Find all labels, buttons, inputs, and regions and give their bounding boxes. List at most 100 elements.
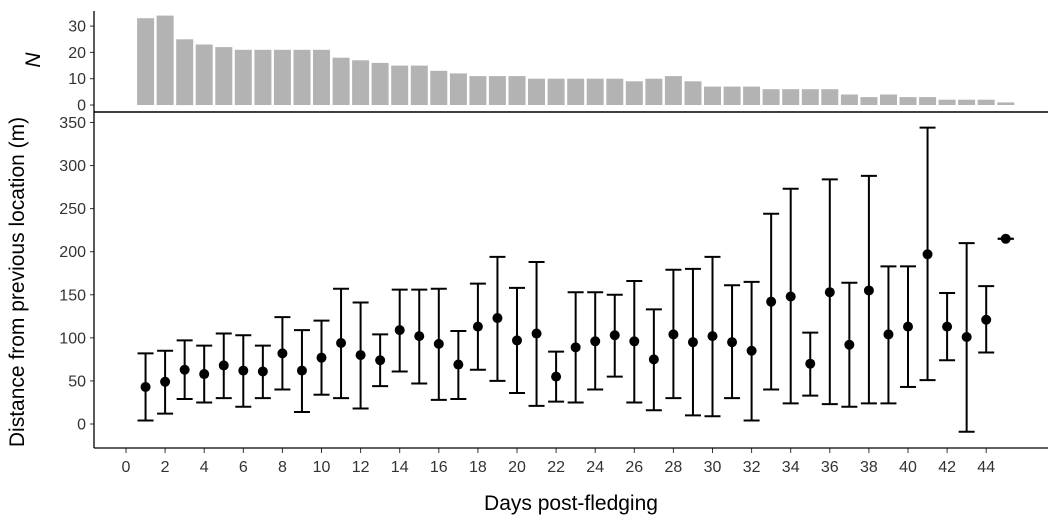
point-day-29 [687, 337, 698, 348]
top-y-axis-title: N [22, 52, 45, 68]
point-day-28 [668, 329, 679, 340]
point-day-43 [961, 331, 972, 342]
point-day-31 [727, 337, 738, 348]
point-day-8 [277, 348, 288, 359]
point-day-34 [785, 291, 796, 302]
bar-day-2 [156, 15, 174, 106]
main-x-tick-label: 6 [239, 459, 248, 476]
main-x-tick-label: 34 [782, 459, 800, 476]
bar-day-3 [176, 39, 194, 106]
top-y-tick-label: 10 [68, 71, 86, 88]
point-day-6 [238, 365, 249, 376]
main-y-tick-label: 200 [59, 244, 86, 261]
point-day-4 [199, 369, 210, 380]
bar-day-25 [606, 78, 624, 105]
bar-day-7 [254, 49, 272, 105]
bar-day-28 [664, 76, 682, 105]
bar-day-6 [234, 49, 252, 105]
bar-day-20 [508, 76, 526, 105]
bar-day-38 [860, 97, 878, 105]
bar-day-33 [762, 89, 780, 105]
point-day-32 [746, 345, 757, 356]
bar-day-32 [743, 86, 761, 105]
main-x-tick-label: 22 [547, 459, 565, 476]
bar-day-15 [410, 65, 428, 105]
main-x-tick-label: 36 [821, 459, 839, 476]
main-y-tick-label: 0 [77, 417, 86, 434]
bar-day-17 [449, 73, 467, 105]
top-y-tick-label: 20 [68, 45, 86, 62]
point-day-12 [355, 350, 366, 361]
bar-day-22 [547, 78, 565, 105]
top-y-ticks: 0 10 20 30 [68, 19, 94, 115]
point-day-10 [316, 352, 327, 363]
main-x-tick-label: 2 [161, 459, 170, 476]
bar-day-4 [195, 44, 213, 105]
point-day-26 [629, 336, 640, 347]
point-day-33 [766, 296, 777, 307]
top-y-tick-label: 30 [68, 19, 86, 36]
bar-day-41 [919, 97, 937, 105]
point-day-1 [140, 381, 151, 392]
bar-day-24 [586, 78, 604, 105]
main-y-ticks: 0 50 100 150 200 250 300 350 [59, 115, 94, 434]
bar-day-5 [215, 47, 233, 105]
bar-day-1 [137, 18, 155, 106]
bar-day-8 [273, 49, 291, 105]
point-day-15 [414, 331, 425, 342]
main-x-tick-label: 24 [586, 459, 604, 476]
bar-day-39 [880, 94, 897, 105]
main-y-tick-label: 250 [59, 201, 86, 218]
point-day-17 [453, 359, 464, 370]
main-x-tick-label: 12 [352, 459, 370, 476]
main-x-tick-label: 0 [122, 459, 131, 476]
mean-points [140, 233, 1011, 392]
point-day-27 [648, 354, 659, 365]
bar-day-9 [293, 49, 311, 105]
point-day-38 [863, 285, 874, 296]
point-day-41 [922, 249, 933, 260]
main-x-axis-title: Days post-fledging [484, 492, 658, 515]
main-y-tick-label: 300 [59, 158, 86, 175]
top-bars [137, 15, 1015, 106]
main-x-tick-label: 4 [200, 459, 209, 476]
bar-day-16 [430, 70, 448, 105]
bar-day-35 [801, 89, 819, 105]
bar-day-37 [840, 94, 858, 105]
top-panel: 0 10 20 30 N [22, 11, 1015, 115]
main-x-tick-label: 44 [977, 459, 995, 476]
bar-day-10 [313, 49, 330, 105]
point-day-24 [590, 336, 601, 347]
main-x-tick-label: 18 [469, 459, 487, 476]
point-day-20 [512, 335, 522, 346]
bar-day-30 [704, 86, 721, 105]
bar-day-12 [352, 60, 370, 105]
bar-day-14 [391, 65, 409, 105]
point-day-42 [942, 321, 953, 332]
main-x-tick-label: 8 [278, 459, 287, 476]
point-day-22 [551, 371, 562, 382]
main-x-tick-label: 28 [665, 459, 683, 476]
point-day-7 [257, 366, 268, 377]
point-day-21 [531, 328, 542, 339]
point-day-30 [707, 331, 718, 342]
bar-day-27 [645, 78, 663, 105]
point-day-36 [824, 287, 835, 298]
main-x-tick-label: 26 [625, 459, 643, 476]
point-day-2 [160, 376, 171, 387]
bar-day-43 [958, 99, 976, 105]
bar-day-19 [488, 76, 506, 105]
point-day-11 [336, 338, 347, 349]
point-day-45 [1000, 233, 1011, 244]
top-y-tick-label: 0 [77, 98, 86, 115]
error-bars [137, 126, 1014, 433]
bar-day-29 [684, 81, 702, 105]
point-day-5 [218, 360, 229, 371]
bar-day-26 [625, 81, 643, 105]
bar-day-31 [723, 86, 741, 105]
point-day-13 [375, 355, 386, 366]
main-y-tick-label: 50 [68, 373, 86, 390]
main-x-tick-label: 30 [704, 459, 722, 476]
main-x-tick-label: 20 [508, 459, 526, 476]
